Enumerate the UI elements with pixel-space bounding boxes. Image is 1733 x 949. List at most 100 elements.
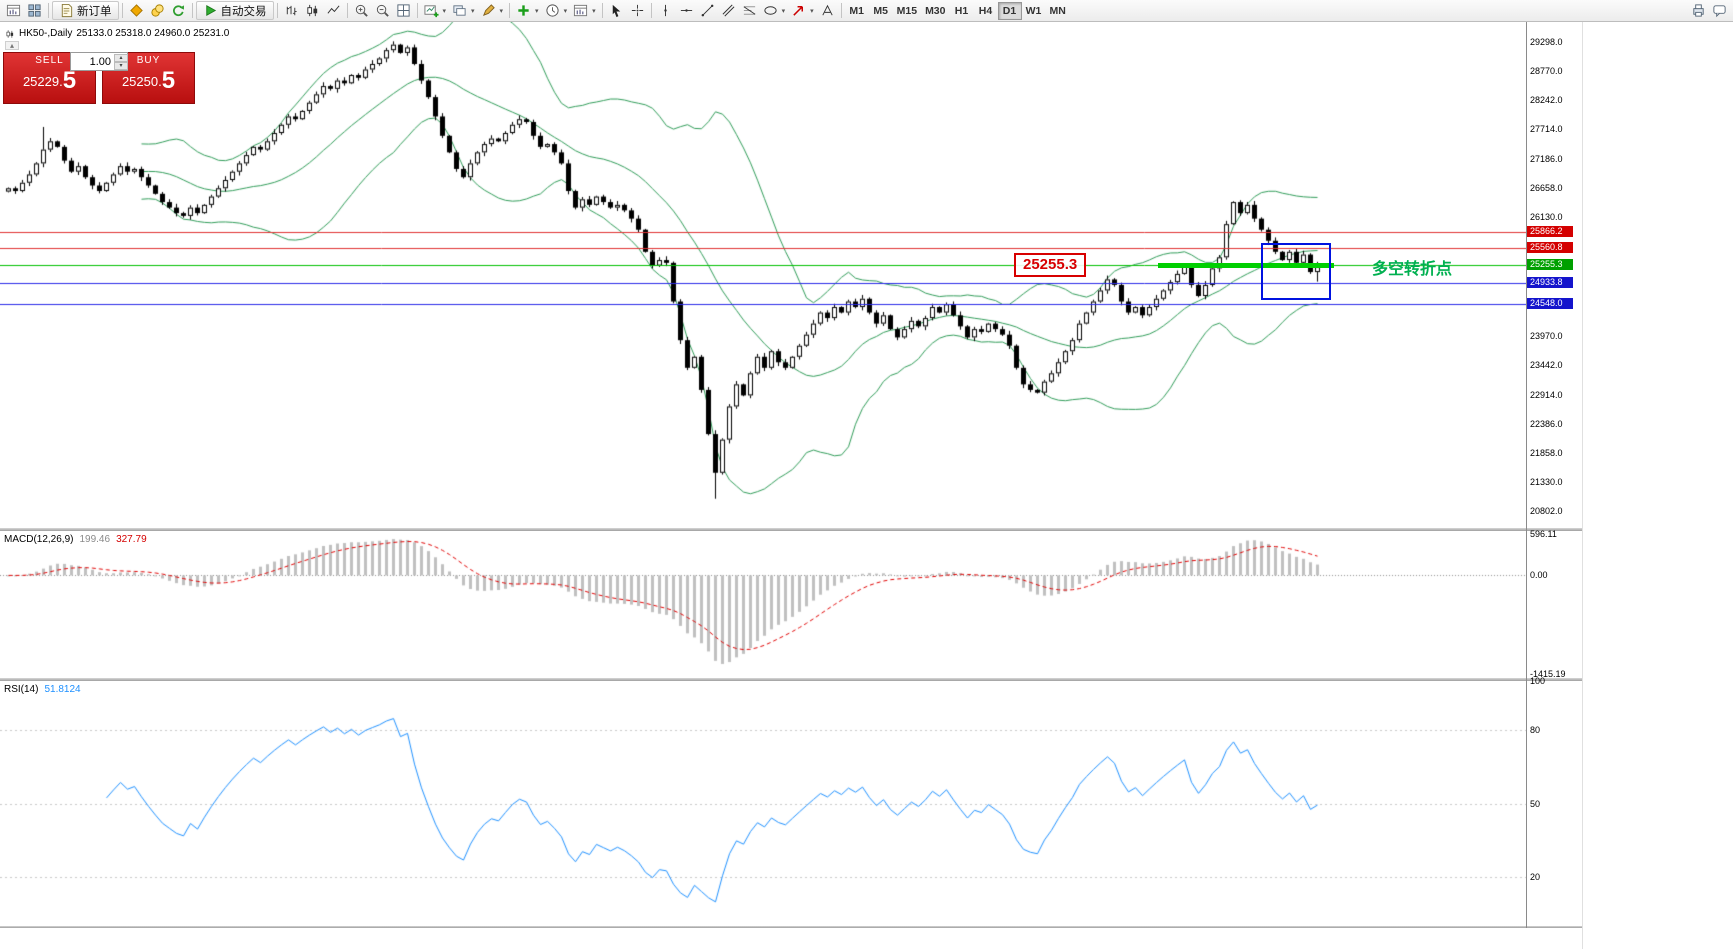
dropdown-caret-icon: ▾ bbox=[442, 7, 447, 15]
vertical-line-button[interactable] bbox=[655, 1, 676, 20]
rsi-indicator-canvas[interactable] bbox=[0, 681, 1526, 926]
timeframe-m30-button[interactable]: M30 bbox=[921, 2, 949, 20]
mql5-community-icon bbox=[129, 3, 144, 18]
vertical-line-icon bbox=[658, 3, 673, 18]
tile-windows-button[interactable] bbox=[24, 1, 45, 20]
price-axis-label: 20 bbox=[1530, 872, 1541, 882]
chart-settings-button[interactable]: ▾ bbox=[570, 1, 599, 20]
toolbar-separator bbox=[121, 3, 123, 18]
text-button[interactable] bbox=[817, 1, 838, 20]
autotrading-button[interactable]: 自动交易 bbox=[195, 1, 274, 20]
indicators-button[interactable]: ▾ bbox=[513, 1, 542, 20]
support-level-segment[interactable] bbox=[1158, 263, 1334, 268]
zoom-in-button[interactable] bbox=[351, 1, 372, 20]
feedback-button[interactable] bbox=[1709, 1, 1730, 20]
text-icon bbox=[820, 3, 835, 18]
print-icon bbox=[1691, 3, 1706, 18]
toolbar-separator bbox=[48, 3, 49, 18]
dropdown-caret-icon: ▾ bbox=[563, 7, 568, 15]
zoom-in-icon bbox=[354, 3, 369, 18]
macd-label: MACD(12,26,9) 199.46 327.79 bbox=[4, 534, 147, 545]
mql5-community-button[interactable] bbox=[126, 1, 147, 20]
candlestick-mode-button[interactable] bbox=[302, 1, 323, 20]
market-button[interactable] bbox=[147, 1, 168, 20]
trendline-icon bbox=[700, 3, 715, 18]
volume-input[interactable] bbox=[71, 55, 113, 68]
pane-separator[interactable] bbox=[0, 528, 1582, 531]
dropdown-caret-icon: ▾ bbox=[499, 7, 504, 15]
new-chart-window-button[interactable] bbox=[3, 1, 24, 20]
indicators-icon bbox=[516, 3, 531, 18]
toolbar-separator bbox=[276, 3, 278, 18]
price-level-label: 25866.2 bbox=[1527, 225, 1573, 237]
price-axis-label: 27714.0 bbox=[1530, 124, 1563, 135]
arrows-button[interactable]: ▾ bbox=[788, 1, 817, 20]
price-axis-label: -1415.19 bbox=[1530, 668, 1566, 679]
fibonacci-retracement-icon bbox=[742, 3, 757, 18]
timeframe-h1-button[interactable]: H1 bbox=[950, 2, 974, 20]
macd-indicator-canvas[interactable] bbox=[0, 531, 1526, 678]
print-button[interactable] bbox=[1688, 1, 1709, 20]
zoom-out-button[interactable] bbox=[372, 1, 393, 20]
price-axis-label: 27186.0 bbox=[1530, 153, 1563, 164]
price-axis-label: 26130.0 bbox=[1530, 211, 1563, 222]
arrange-windows-button[interactable] bbox=[393, 1, 414, 20]
price-axis-divider bbox=[1526, 22, 1527, 949]
tile-windows-icon bbox=[27, 3, 42, 18]
crosshair-button[interactable] bbox=[627, 1, 648, 20]
cursor-button[interactable] bbox=[606, 1, 627, 20]
price-axis-label: 100 bbox=[1530, 676, 1546, 686]
periods-icon bbox=[545, 3, 560, 18]
price-axis-label: 22914.0 bbox=[1530, 389, 1563, 400]
line-chart-mode-button[interactable] bbox=[323, 1, 344, 20]
volume-down-icon[interactable]: ▾ bbox=[114, 61, 128, 70]
price-axis-label: 21330.0 bbox=[1530, 477, 1563, 488]
profiles-button[interactable]: ▾ bbox=[449, 1, 478, 20]
symbol-chart-icon bbox=[5, 29, 15, 39]
toolbar-separator bbox=[650, 3, 652, 18]
buy-price: 25250. 5 bbox=[121, 67, 176, 94]
shapes-button[interactable]: ▾ bbox=[760, 1, 789, 20]
new-chart-button[interactable]: ▾ bbox=[421, 1, 450, 20]
crosshair-icon bbox=[630, 3, 645, 18]
sell-label: SELL bbox=[35, 55, 64, 66]
price-axis-label: 596.11 bbox=[1530, 529, 1557, 540]
volume-up-icon[interactable]: ▴ bbox=[114, 53, 128, 62]
new-chart-window-icon bbox=[6, 3, 21, 18]
feedback-icon bbox=[1712, 3, 1727, 18]
price-axis-label: 28242.0 bbox=[1530, 95, 1563, 106]
profiles-icon bbox=[452, 3, 467, 18]
dropdown-caret-icon: ▾ bbox=[781, 7, 786, 15]
price-axis-label: 22386.0 bbox=[1530, 418, 1563, 429]
pane-separator[interactable] bbox=[0, 926, 1582, 928]
timeframe-h4-button[interactable]: H4 bbox=[974, 2, 998, 20]
fibonacci-retracement-button[interactable] bbox=[739, 1, 760, 20]
arrows-icon bbox=[791, 3, 806, 18]
pane-separator[interactable] bbox=[0, 678, 1582, 681]
templates-button[interactable]: ▾ bbox=[478, 1, 507, 20]
price-chart-canvas[interactable] bbox=[0, 22, 1526, 528]
equidistant-channel-button[interactable] bbox=[718, 1, 739, 20]
time-axis[interactable]: 8 Oct 20197 Nov 201919 Nov 201929 Nov 20… bbox=[0, 928, 1582, 949]
new-order-button[interactable]: 新订单 bbox=[52, 1, 119, 20]
trendline-button[interactable] bbox=[697, 1, 718, 20]
timeframe-w1-button[interactable]: W1 bbox=[1022, 2, 1046, 20]
autotrading-icon bbox=[203, 3, 218, 18]
volume-box: ▴ ▾ bbox=[70, 52, 128, 71]
periods-button[interactable]: ▾ bbox=[542, 1, 571, 20]
highlight-rectangle[interactable] bbox=[1261, 243, 1331, 300]
timeframe-m15-button[interactable]: M15 bbox=[893, 2, 921, 20]
timeframe-d1-button[interactable]: D1 bbox=[997, 1, 1022, 20]
timeframe-m1-button[interactable]: M1 bbox=[845, 2, 869, 20]
timeframe-mn-button[interactable]: MN bbox=[1046, 2, 1070, 20]
buy-label: BUY bbox=[136, 55, 161, 66]
market-icon bbox=[150, 3, 165, 18]
horizontal-line-button[interactable] bbox=[676, 1, 697, 20]
bar-chart-mode-button[interactable] bbox=[281, 1, 302, 20]
trade-panel-collapse-button[interactable]: ▴ bbox=[5, 41, 19, 50]
timeframe-m5-button[interactable]: M5 bbox=[869, 2, 893, 20]
line-chart-mode-icon bbox=[326, 3, 341, 18]
chart-header: HK50-,Daily 25133.0 25318.0 24960.0 2523… bbox=[5, 28, 229, 39]
templates-icon bbox=[481, 3, 496, 18]
signals-button[interactable] bbox=[168, 1, 189, 20]
